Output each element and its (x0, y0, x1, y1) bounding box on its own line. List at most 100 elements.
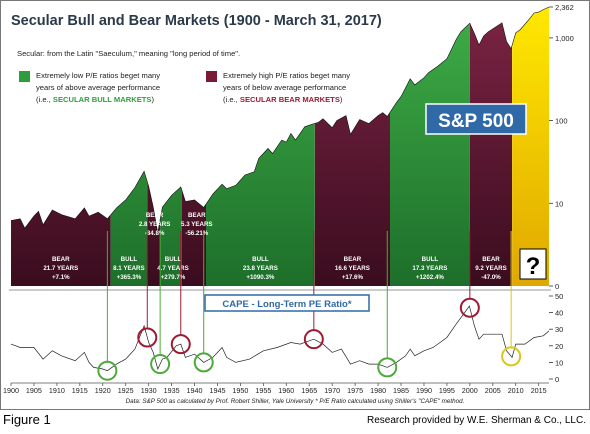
period-labels: BEAR 21.7 YEARS +7.1% BULL 8.1 YEARS +365.3% B… (43, 212, 506, 281)
period-label-6-2: +17.6% (342, 274, 364, 281)
period-label-2-2: -84.8% (145, 230, 165, 237)
legend-bear-swatch (206, 71, 217, 82)
legend-bear-line1: Extremely high P/E ratios beget many (223, 71, 350, 80)
cape-y-tick-label-1: 40 (555, 309, 563, 318)
cape-circle-6 (377, 357, 398, 378)
legend-bull-line2: years of above average performance (36, 83, 160, 92)
period-label-8-0: BEAR (482, 256, 500, 263)
period-label-4-0: BEAR (188, 212, 206, 219)
cape-y-tick-label-3: 20 (555, 342, 563, 351)
x-tick-label-17: 1985 (393, 386, 409, 395)
period-label-8-1: 9.2 YEARS (475, 265, 507, 272)
x-tick-label-21: 2005 (485, 386, 501, 395)
credit-text: Research provided by W.E. Sherman & Co.,… (367, 415, 586, 426)
cape-circle-8 (501, 346, 522, 367)
x-tick-label-18: 1990 (416, 386, 432, 395)
x-tick-label-19: 1995 (439, 386, 455, 395)
period-label-4-2: -56.21% (185, 230, 209, 237)
period-label-7-1: 17.3 YEARS (412, 265, 447, 272)
legend-bear-line3: (i.e., SECULAR BEAR MARKETS) (223, 95, 343, 104)
period-label-5-2: +1090.3% (246, 274, 275, 281)
legend-bull-swatch (19, 71, 30, 82)
x-axis-ticks: 1900 1905 1910 1915 1920 1925 1930 1935 1940 1945… (3, 382, 549, 395)
x-tick-label-16: 1980 (370, 386, 386, 395)
period-label-1-2: +365.3% (117, 274, 142, 281)
cape-y-tick-label-5: 0 (555, 375, 559, 384)
period-fill-9 (512, 7, 549, 286)
cape-y-axis-ticks: 50 40 30 20 10 0 (549, 292, 563, 384)
period-label-2-1: 2.8 YEARS (139, 221, 171, 228)
x-tick-label-7: 1935 (164, 386, 180, 395)
cape-panel (10, 231, 550, 381)
cape-y-tick-label-2: 30 (555, 325, 563, 334)
period-label-6-1: 16.6 YEARS (335, 265, 370, 272)
legend-bear: Extremely high P/E ratios beget many yea… (206, 71, 350, 104)
period-label-7-2: +1202.4% (416, 274, 445, 281)
period-label-2-0: BEAR (146, 212, 164, 219)
sp500-label: S&P 500 (438, 111, 514, 132)
sp500-line (10, 6, 550, 233)
sp500-label-box: S&P 500 (425, 103, 527, 135)
y-tick-label-0: 2,362 (555, 3, 574, 12)
period-label-3-2: +279.7% (161, 274, 186, 281)
period-fill-8 (469, 7, 512, 286)
question-mark: ? (526, 253, 541, 280)
x-tick-label-20: 2000 (462, 386, 478, 395)
x-tick-label-12: 1960 (278, 386, 294, 395)
footnote: Data: S&P 500 as calculated by Prof. Rob… (126, 398, 465, 405)
cape-label-group: CAPE - Long-Term PE Ratio* (204, 294, 370, 312)
cape-circle-0 (97, 360, 118, 381)
sp500-line-layer (10, 6, 550, 233)
cape-circle-7 (459, 297, 480, 318)
chart-subtitle: Secular: from the Latin "Saeculum," mean… (17, 49, 240, 58)
x-tick-label-22: 2010 (508, 386, 524, 395)
period-label-4-1: 5.3 YEARS (181, 221, 213, 228)
x-tick-label-2: 1910 (49, 386, 65, 395)
x-tick-label-15: 1975 (347, 386, 363, 395)
x-tick-label-6: 1930 (141, 386, 157, 395)
period-label-1-1: 8.1 YEARS (113, 265, 145, 272)
cape-circle-4 (193, 352, 214, 373)
period-label-7-0: BULL (422, 256, 439, 263)
cape-y-tick-label-4: 10 (555, 358, 563, 367)
period-fill-6 (314, 7, 391, 286)
period-label-3-1: 4.7 YEARS (157, 265, 189, 272)
legend-bull: Extremely low P/E ratios beget many year… (19, 71, 160, 104)
cape-label: CAPE - Long-Term PE Ratio* (222, 299, 351, 310)
cape-y-tick-label-0: 50 (555, 292, 563, 301)
y-tick-label-3: 10 (555, 199, 563, 208)
chart-frame: BEAR 21.7 YEARS +7.1% BULL 8.1 YEARS +365.3% B… (0, 0, 590, 410)
x-tick-label-8: 1940 (187, 386, 203, 395)
x-tick-label-23: 2015 (531, 386, 547, 395)
y-tick-label-2: 100 (555, 117, 568, 126)
cape-circle-1 (137, 327, 158, 348)
x-tick-label-11: 1955 (255, 386, 271, 395)
period-label-5-1: 23.8 YEARS (243, 265, 278, 272)
period-label-6-0: BEAR (344, 256, 362, 263)
period-label-5-0: BULL (252, 256, 269, 263)
period-label-0-0: BEAR (52, 256, 70, 263)
x-tick-label-4: 1920 (95, 386, 111, 395)
x-tick-label-13: 1965 (301, 386, 317, 395)
question-box: ? (519, 248, 547, 280)
legend-bear-line2: years of below average performance (223, 83, 346, 92)
x-tick-label-0: 1900 (3, 386, 19, 395)
y-tick-label-4: 0 (555, 282, 559, 291)
chart-title: Secular Bull and Bear Markets (1900 - Ma… (11, 13, 382, 29)
x-tick-label-10: 1950 (232, 386, 248, 395)
cape-line (10, 305, 550, 372)
cape-circle-2 (150, 354, 171, 375)
x-tick-label-3: 1915 (72, 386, 88, 395)
period-fill-7 (390, 7, 470, 286)
x-tick-label-5: 1925 (118, 386, 134, 395)
x-tick-label-9: 1945 (210, 386, 226, 395)
period-label-0-1: 21.7 YEARS (43, 265, 78, 272)
period-label-1-0: BULL (121, 256, 138, 263)
period-label-3-0: BULL (165, 256, 182, 263)
legend-bull-line1: Extremely low P/E ratios beget many (36, 71, 160, 80)
cape-circle-3 (170, 334, 191, 355)
cape-circle-5 (303, 329, 324, 350)
y-tick-label-1: 1,000 (555, 34, 574, 43)
x-tick-label-14: 1970 (324, 386, 340, 395)
